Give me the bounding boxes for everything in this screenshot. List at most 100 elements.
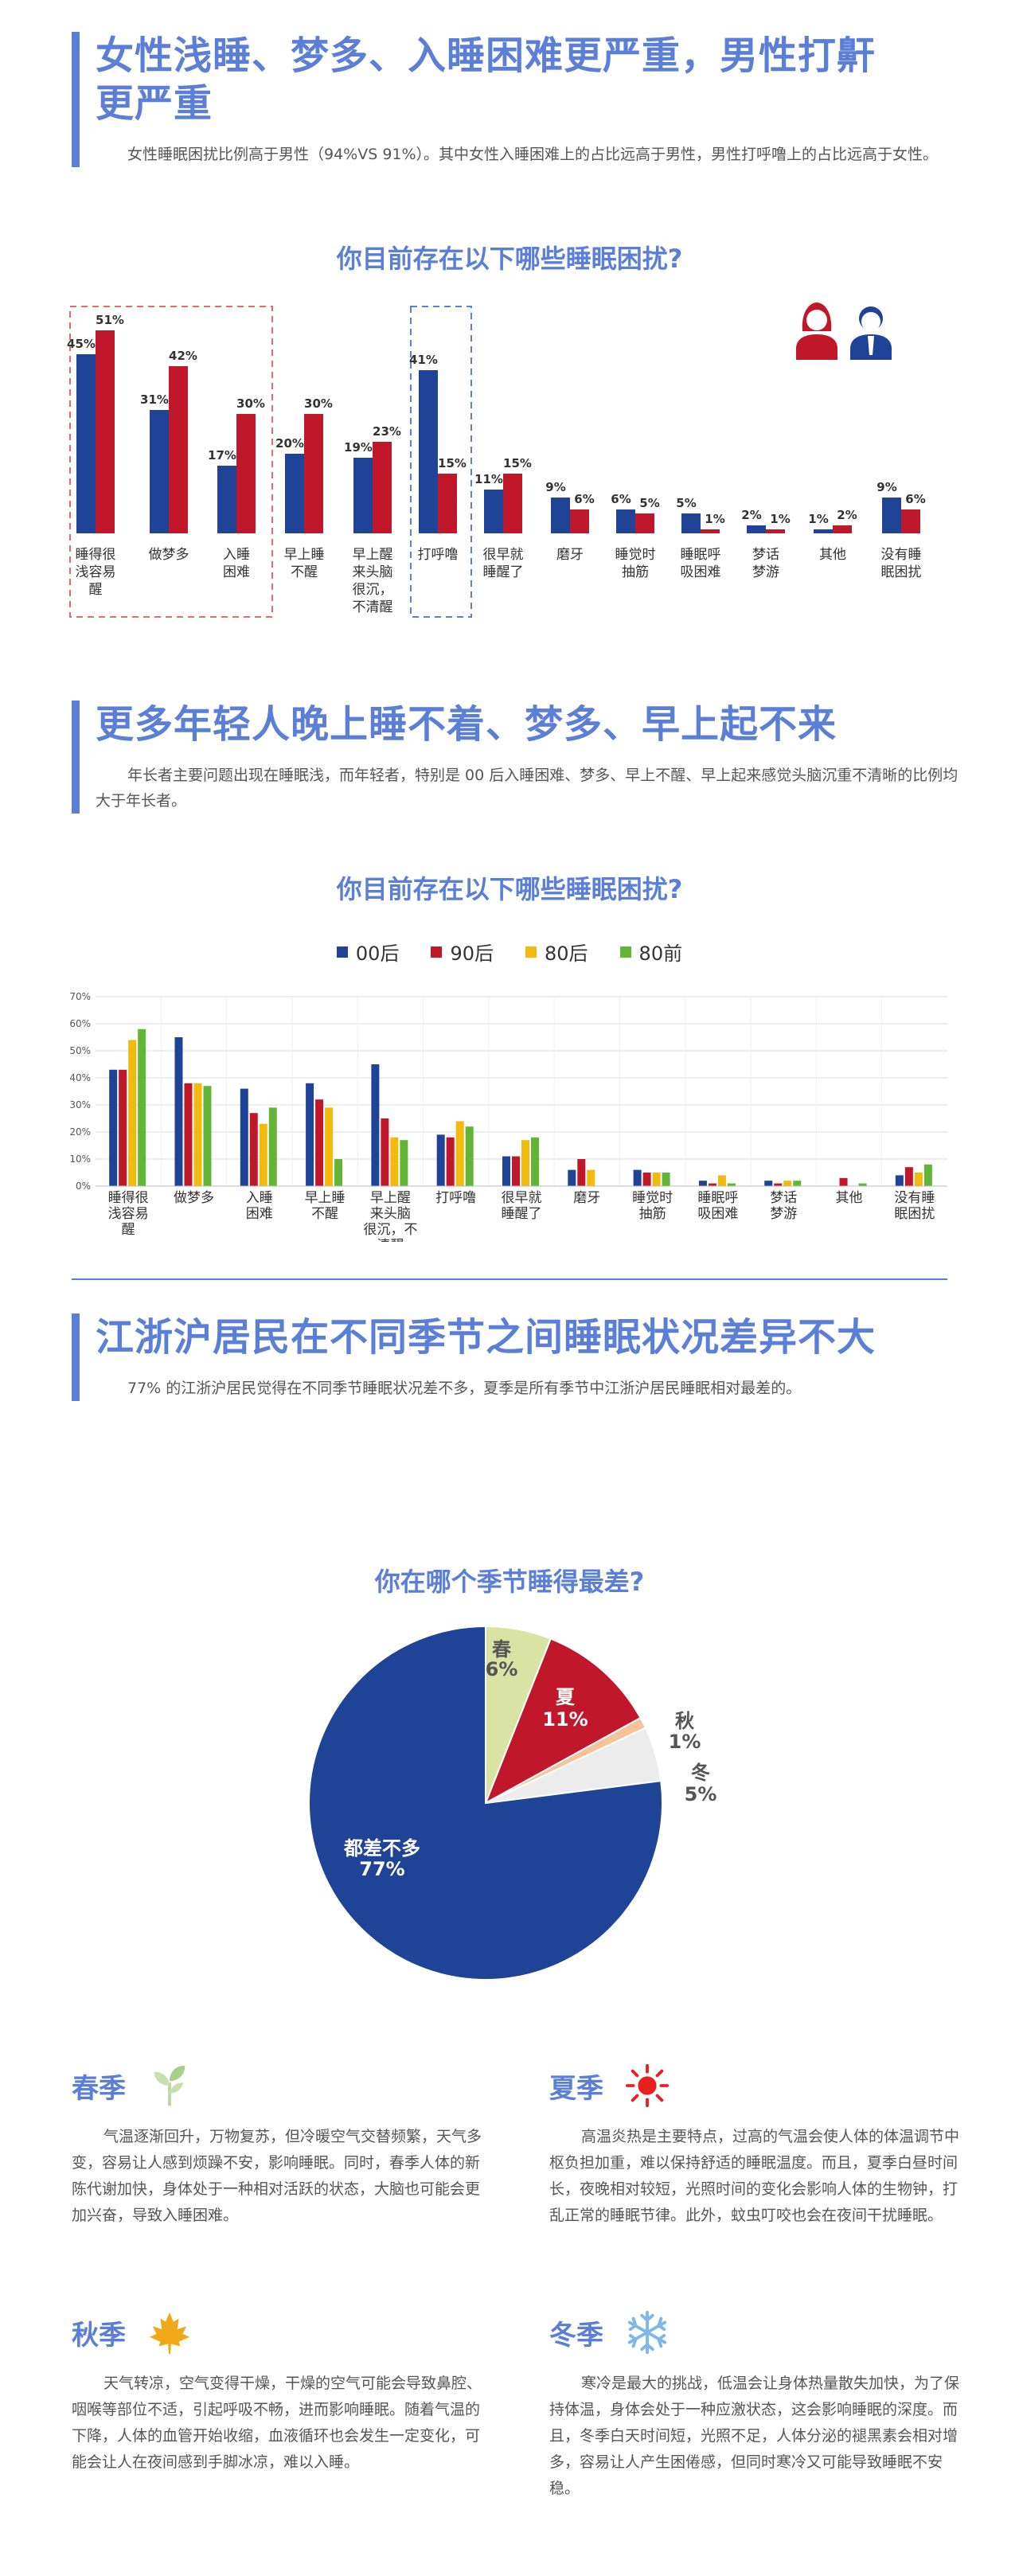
female-icon: [796, 302, 837, 360]
female-icon-body: [796, 334, 837, 360]
slice-label: 秋: [675, 1710, 695, 1732]
section3-title: 江浙沪居民在不同季节之间睡眠状况差异不大: [96, 1315, 876, 1360]
data-label: 2%: [837, 508, 857, 522]
category-label: 早上睡不醒: [305, 1190, 346, 1222]
section1-title: 女性浅睡、梦多、入睡困难更严重，男性打鼾 更严重: [96, 33, 876, 126]
male-icon-face: [861, 312, 880, 331]
bar-female: [304, 414, 323, 533]
bar-female: [438, 474, 457, 533]
bar-00后: [371, 1064, 380, 1186]
bar-90后: [315, 1099, 324, 1186]
season-winter: 冬季 寒冷是最大的挑战，低温会让身体热量散失加快，为了保持体温，身体会处于一种应…: [549, 2309, 971, 2502]
category-label: 睡觉时抽筋: [632, 1190, 673, 1222]
category-label: 睡觉时抽筋: [615, 547, 656, 580]
chart3-title: 你在哪个季节睡得最差?: [374, 1567, 645, 1597]
legend-item-80: 80后: [525, 938, 588, 966]
season-text: 高温炎热是主要特点，过高的气温会使人体的体温调节中枢负担加重，难以保持舒适的睡眠…: [549, 2128, 960, 2224]
category-label: 早上醒来头脑很沉，不清醒: [363, 1190, 417, 1242]
y-tick-label: 40%: [69, 1072, 91, 1083]
bar-90后: [774, 1183, 783, 1186]
section2-header: 更多年轻人晚上睡不着、梦多、早上起不来 年长者主要问题出现在睡眠浅，而年轻者，特…: [72, 701, 971, 814]
bar-male: [551, 498, 570, 533]
bar-90后: [839, 1177, 848, 1186]
category-label: 打呼噜: [435, 1190, 476, 1206]
bar-female: [503, 474, 522, 533]
y-tick-label: 10%: [69, 1153, 91, 1165]
y-tick-label: 60%: [69, 1018, 91, 1029]
data-label: 1%: [705, 512, 724, 526]
bar-80前: [268, 1107, 277, 1186]
season-text: 天气转凉，空气变得干燥，干燥的空气可能会导致鼻腔、咽喉等部位不适，引起呼吸不畅，…: [72, 2375, 482, 2471]
section3-header: 江浙沪居民在不同季节之间睡眠状况差异不大 77% 的江浙沪居民觉得在不同季节睡眠…: [72, 1313, 971, 1401]
category-label: 做梦多: [174, 1190, 214, 1206]
bar-80后: [717, 1175, 726, 1186]
data-label: 41%: [409, 353, 438, 367]
bar-80前: [138, 1028, 146, 1186]
maple-leaf-icon: [149, 2312, 190, 2355]
bar-90后: [708, 1183, 716, 1186]
bar-80后: [259, 1123, 267, 1186]
bar-80前: [465, 1126, 474, 1186]
data-label: 20%: [275, 436, 304, 451]
data-label: 19%: [344, 440, 373, 455]
data-label: 11%: [474, 472, 503, 486]
data-label: 30%: [304, 396, 333, 411]
category-label: 入睡困难: [223, 547, 250, 580]
bar-female: [236, 414, 256, 533]
category-label: 睡眠呼吸困难: [697, 1190, 738, 1222]
bar-00后: [174, 1037, 183, 1186]
data-label: 6%: [611, 492, 631, 506]
bar-80后: [325, 1107, 334, 1186]
bar-80后: [128, 1040, 137, 1186]
age-bar-chart: 0% 10% 20% 30% 40% 50% 60% 70% 睡得很浅容易醒 做梦多 入睡困难 早上睡…: [69, 991, 947, 1242]
data-label: 15%: [438, 456, 467, 470]
data-label: 5%: [639, 496, 659, 510]
category-label: 其他: [836, 1190, 863, 1206]
category-label: 睡得很浅容易醒: [76, 547, 116, 598]
bar-80前: [727, 1183, 736, 1186]
data-label: 45%: [67, 337, 96, 351]
bar-male: [747, 525, 766, 533]
bar-80前: [400, 1140, 408, 1186]
data-label: 1%: [770, 512, 790, 526]
bar-00后: [436, 1134, 445, 1186]
data-label: 6%: [574, 492, 594, 506]
data-label: 6%: [905, 492, 925, 506]
category-label: 做梦多: [149, 547, 189, 563]
data-label: 9%: [545, 480, 565, 494]
season-name: 夏季: [549, 2072, 603, 2105]
section-divider: [72, 1278, 947, 1280]
bar-female: [901, 509, 920, 533]
bar-80后: [390, 1137, 399, 1186]
category-label: 磨牙: [556, 547, 584, 563]
bar-female: [635, 513, 654, 533]
bar-90后: [577, 1159, 586, 1186]
category-label: 打呼噜: [418, 547, 459, 563]
bar-80前: [793, 1181, 802, 1186]
data-label: 42%: [169, 349, 197, 363]
male-icon: [850, 306, 892, 360]
season-name: 秋季: [72, 2319, 126, 2352]
legend-item-80q: 80前: [619, 938, 682, 966]
bar-female: [96, 330, 115, 533]
bar-80后: [521, 1140, 529, 1186]
bar-male: [681, 513, 701, 533]
bar-90后: [249, 1113, 258, 1186]
bar-male: [419, 370, 438, 533]
season-summer: 夏季 高温炎热是主要特点，过高的气温会使人体的体温调节中枢负担加重，难以保持舒适…: [549, 2062, 971, 2229]
bar-00后: [895, 1175, 904, 1186]
season-spring: 春季 气温逐渐回升，万物复苏，但冷暖空气交替频繁，天气多变，容易让人感到烦躁不安…: [72, 2062, 494, 2229]
highlight-box-female: [69, 306, 273, 618]
chart2-title: 你目前存在以下哪些睡眠困扰?: [336, 874, 683, 904]
bar-80后: [193, 1083, 202, 1186]
season-name: 春季: [72, 2072, 126, 2105]
category-label: 睡眠呼吸困难: [681, 547, 721, 580]
bar-female: [701, 529, 720, 533]
slice-value: 5%: [685, 1783, 717, 1805]
category-label: 没有睡眠困扰: [894, 1190, 935, 1222]
category-label: 梦话梦游: [752, 547, 779, 580]
legend-item-00: 00后: [336, 938, 399, 966]
category-label: 很早就睡醒了: [502, 1190, 542, 1222]
chart1-title: 你目前存在以下哪些睡眠困扰?: [336, 244, 683, 274]
data-label: 23%: [373, 424, 401, 439]
